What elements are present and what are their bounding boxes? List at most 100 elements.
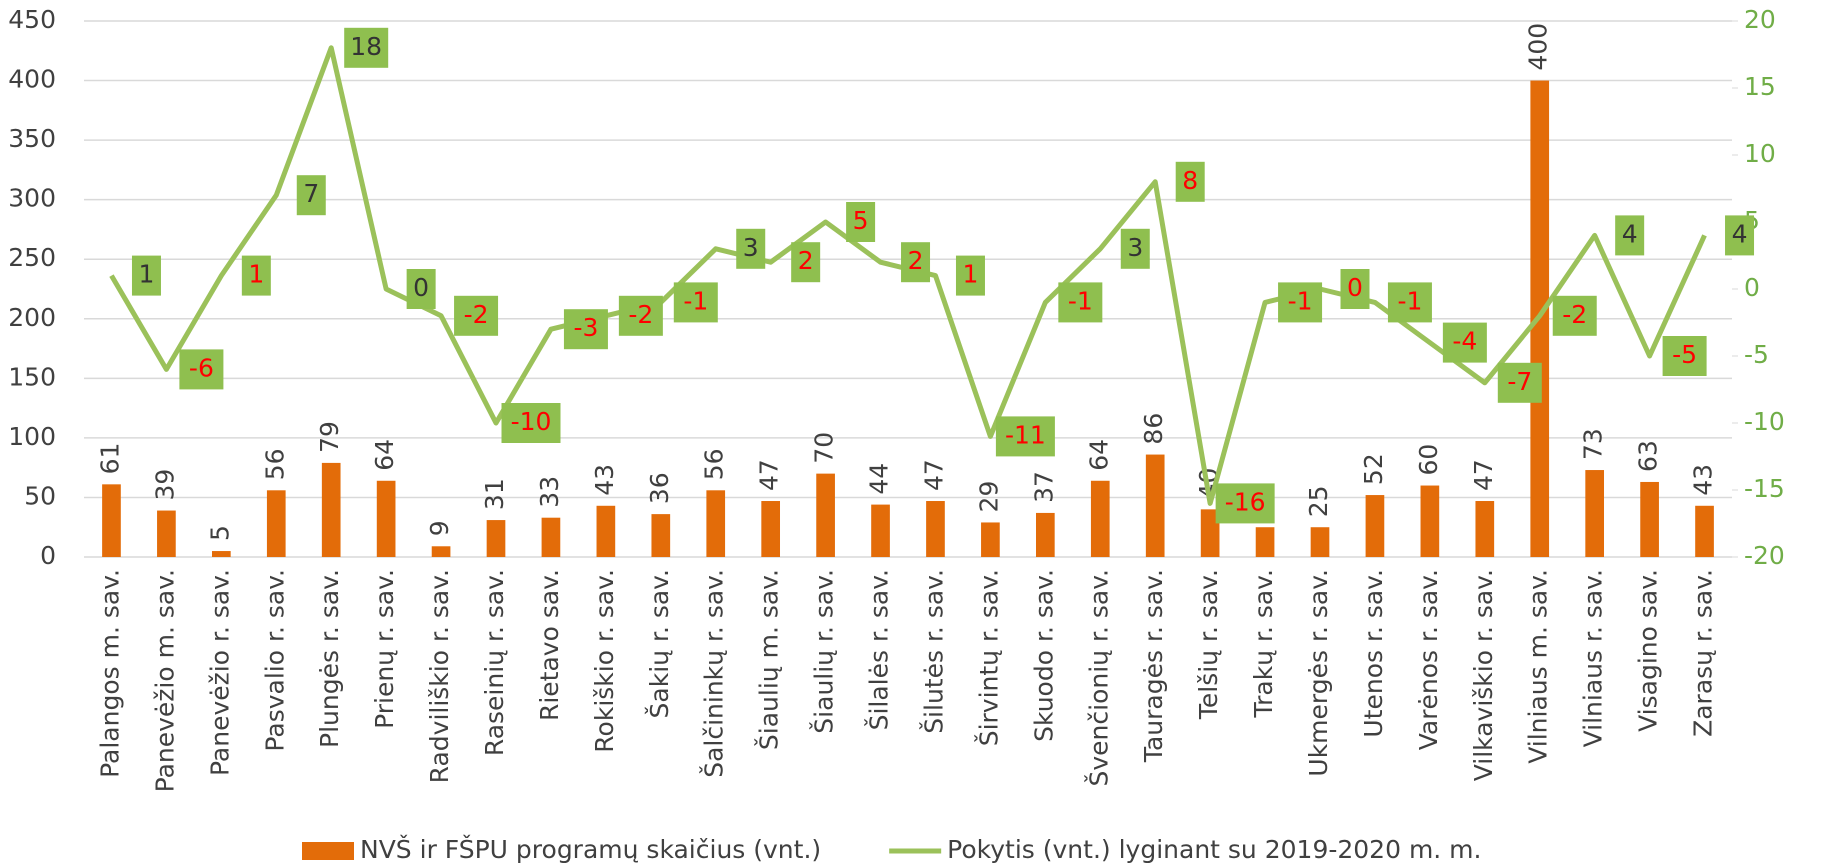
bar-value-label: 70 — [810, 432, 839, 464]
data-label-box — [1175, 161, 1205, 202]
y-tick-label: 100 — [8, 422, 56, 451]
y2-tick-label: -5 — [1744, 340, 1769, 369]
bar-value-label: 37 — [1029, 471, 1058, 503]
y-tick-label: 450 — [8, 5, 56, 34]
line-value-label: 0 — [1347, 273, 1363, 302]
data-label-box — [131, 255, 161, 296]
data-label-box — [846, 202, 876, 242]
bar — [102, 484, 121, 557]
data-label-box — [296, 175, 326, 216]
bar-value-label: 79 — [315, 421, 344, 453]
bar-value-label: 400 — [1524, 23, 1553, 71]
line-value-label: -6 — [189, 353, 214, 382]
y-tick-label: 350 — [8, 124, 56, 153]
bar — [541, 517, 561, 557]
x-tick-label: Vilniaus r. sav. — [1579, 569, 1608, 747]
data-label-box — [618, 295, 663, 336]
legend-label: Pokytis (vnt.) lyginant su 2019-2020 m. … — [947, 835, 1481, 864]
bar-value-label: 43 — [1689, 464, 1718, 496]
bar-value-label: 39 — [150, 469, 179, 501]
data-label-box — [791, 242, 821, 283]
line-value-label: -1 — [1068, 286, 1093, 315]
data-label-box — [1215, 483, 1275, 524]
x-tick-label: Radviliškio r. sav. — [425, 569, 454, 783]
bar-value-label: 47 — [755, 459, 784, 491]
line-value-label: -10 — [511, 407, 552, 436]
y2-tick-label: 20 — [1744, 5, 1776, 34]
data-label-box — [955, 255, 985, 296]
line-value-label: 1 — [248, 260, 264, 289]
data-label-box — [344, 27, 389, 68]
data-label-box — [454, 295, 499, 336]
line-value-label: 1 — [963, 260, 979, 289]
bar-value-label: 64 — [370, 439, 399, 471]
line-value-label: -11 — [1005, 420, 1046, 449]
bar — [1365, 495, 1385, 557]
bar — [816, 473, 835, 557]
bar — [486, 520, 506, 557]
bar — [211, 551, 231, 557]
bar-value-label: 43 — [590, 464, 619, 496]
bar — [1640, 481, 1659, 557]
bar — [596, 505, 616, 557]
bar — [1475, 501, 1495, 557]
bar — [1695, 505, 1714, 557]
bar-value-label: 47 — [919, 459, 948, 491]
bar-value-label: 60 — [1414, 444, 1443, 476]
bar — [1255, 527, 1275, 557]
bar — [651, 514, 671, 557]
x-tick-label: Pasvalio r. sav. — [260, 569, 289, 752]
legend-swatch — [302, 842, 354, 860]
line-value-label: 8 — [1182, 166, 1198, 195]
data-label-box — [1340, 269, 1370, 309]
x-tick-label: Švenčionių r. sav. — [1083, 569, 1113, 786]
bar-value-label: 33 — [535, 476, 564, 508]
bar-value-label: 44 — [865, 463, 894, 495]
x-tick-label: Širvintų r. sav. — [973, 569, 1003, 746]
line-value-label: -1 — [1288, 286, 1313, 315]
bar-value-label: 31 — [480, 478, 509, 510]
data-label-box — [1497, 362, 1542, 403]
data-label-box — [1615, 215, 1645, 256]
line-value-label: 4 — [1732, 219, 1748, 248]
x-tick-label: Telšių r. sav. — [1194, 569, 1223, 720]
x-tick-label: Šilutės r. sav. — [918, 569, 948, 734]
data-label-box — [995, 416, 1055, 457]
line-value-label: 2 — [908, 246, 924, 275]
data-label-box — [1552, 295, 1597, 336]
bar — [157, 510, 176, 557]
bar — [1420, 485, 1440, 557]
bar — [376, 480, 396, 557]
bar-value-label: 25 — [1304, 485, 1333, 517]
line-value-label: -3 — [573, 313, 598, 342]
line-value-label: -4 — [1452, 327, 1477, 356]
bar — [706, 490, 726, 557]
bar — [1585, 470, 1605, 557]
line-value-label: -1 — [683, 286, 708, 315]
x-tick-label: Varėnos r. sav. — [1414, 569, 1443, 750]
data-label-box — [1442, 322, 1487, 363]
y2-tick-label: 10 — [1744, 139, 1776, 168]
bar-value-label: 64 — [1084, 439, 1113, 471]
legend-item: NVŠ ir FŠPU programų skaičius (vnt.) — [302, 834, 821, 864]
data-label-box — [1387, 282, 1432, 323]
line-value-label: 1 — [139, 260, 155, 289]
bar-value-label: 56 — [700, 448, 729, 480]
x-tick-label: Trakų r. sav. — [1249, 569, 1278, 719]
data-label-box — [563, 309, 608, 350]
bar-value-label: 56 — [260, 448, 289, 480]
bar-value-label: 29 — [974, 481, 1003, 513]
data-label-box — [179, 349, 224, 390]
x-tick-label: Rokiškio r. sav. — [590, 569, 619, 753]
x-tick-label: Šalčininkų r. sav. — [699, 569, 729, 778]
x-tick-label: Palangos m. sav. — [95, 569, 124, 778]
bar — [926, 501, 945, 557]
bar-value-label: 73 — [1579, 428, 1608, 460]
bar — [431, 546, 451, 557]
bar — [1200, 509, 1220, 557]
bar — [981, 522, 1000, 557]
bar-value-label: 52 — [1359, 453, 1388, 485]
x-tick-label: Šilalės r. sav. — [864, 569, 894, 730]
legend-item: Pokytis (vnt.) lyginant su 2019-2020 m. … — [889, 835, 1482, 864]
